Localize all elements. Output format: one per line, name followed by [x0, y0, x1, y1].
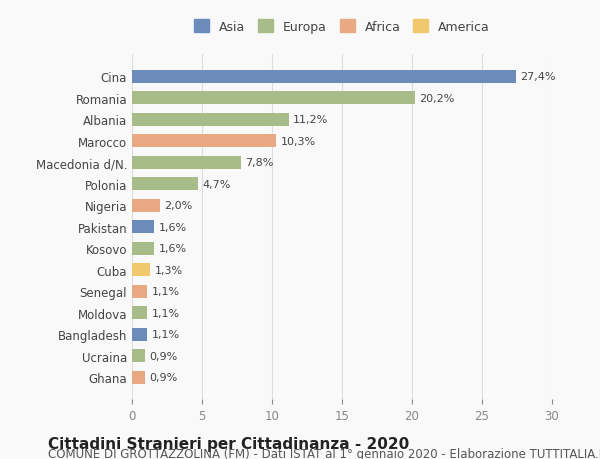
Bar	[132, 307, 148, 319]
Bar	[132, 263, 150, 276]
Bar	[132, 92, 415, 105]
Text: 4,7%: 4,7%	[202, 179, 230, 189]
Bar	[132, 221, 154, 234]
Text: 11,2%: 11,2%	[293, 115, 328, 125]
Bar	[132, 135, 276, 148]
Bar	[132, 113, 289, 127]
Text: COMUNE DI GROTTAZZOLINA (FM) - Dati ISTAT al 1° gennaio 2020 - Elaborazione TUTT: COMUNE DI GROTTAZZOLINA (FM) - Dati ISTA…	[48, 448, 600, 459]
Bar	[132, 242, 154, 255]
Legend: Asia, Europa, Africa, America: Asia, Europa, Africa, America	[191, 17, 493, 38]
Bar	[132, 371, 145, 384]
Text: 7,8%: 7,8%	[245, 158, 274, 168]
Bar	[132, 328, 148, 341]
Bar	[132, 349, 145, 362]
Text: 0,9%: 0,9%	[149, 351, 177, 361]
Bar	[132, 285, 148, 298]
Bar	[132, 178, 198, 191]
Text: 1,1%: 1,1%	[152, 308, 180, 318]
Text: 20,2%: 20,2%	[419, 94, 454, 104]
Text: 10,3%: 10,3%	[280, 136, 316, 146]
Bar	[132, 199, 160, 212]
Text: 27,4%: 27,4%	[520, 72, 556, 82]
Text: 1,6%: 1,6%	[158, 222, 187, 232]
Text: 1,3%: 1,3%	[154, 265, 182, 275]
Text: 0,9%: 0,9%	[149, 372, 177, 382]
Text: 1,6%: 1,6%	[158, 244, 187, 254]
Bar	[132, 71, 515, 84]
Text: 1,1%: 1,1%	[152, 286, 180, 297]
Text: Cittadini Stranieri per Cittadinanza - 2020: Cittadini Stranieri per Cittadinanza - 2…	[48, 436, 409, 451]
Text: 2,0%: 2,0%	[164, 201, 193, 211]
Text: 1,1%: 1,1%	[152, 330, 180, 339]
Bar	[132, 157, 241, 169]
